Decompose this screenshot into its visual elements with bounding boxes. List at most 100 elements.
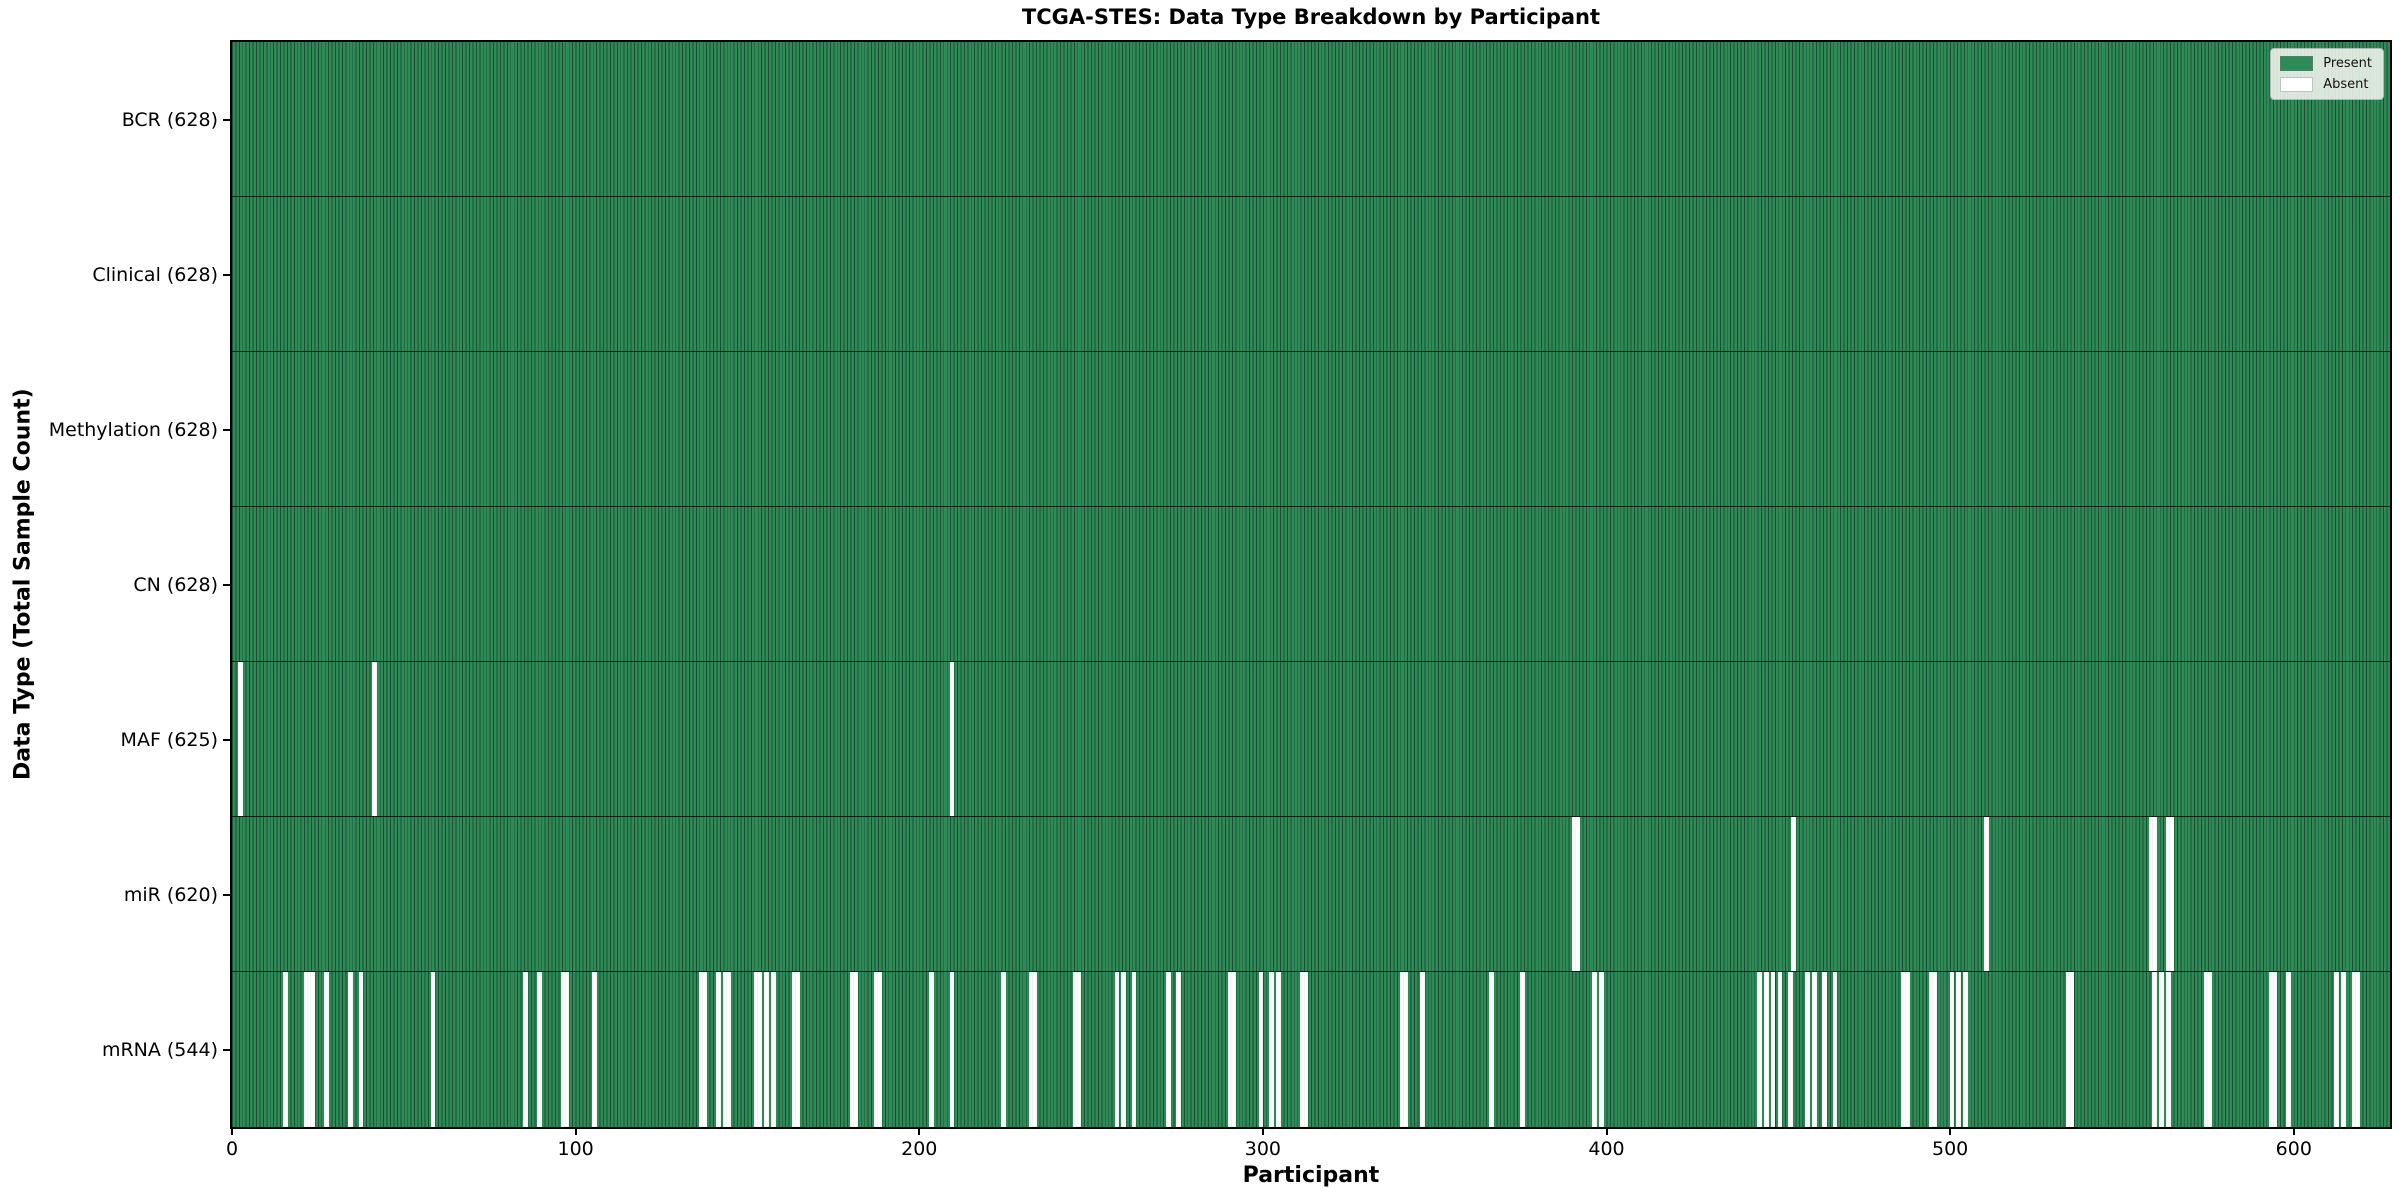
absent-gap bbox=[1757, 972, 1762, 1127]
y-tick bbox=[223, 428, 230, 431]
absent-gap bbox=[1832, 972, 1838, 1127]
absent-gap bbox=[523, 972, 529, 1127]
y-tick-label: Clinical (628) bbox=[92, 263, 218, 286]
absent-gap bbox=[1420, 972, 1425, 1127]
absent-gap bbox=[726, 972, 731, 1127]
absent-gap bbox=[1770, 972, 1776, 1127]
absent-gap bbox=[2148, 817, 2154, 972]
absent-gap bbox=[715, 972, 721, 1127]
absent-gap bbox=[1763, 972, 1769, 1127]
absent-gap bbox=[2069, 972, 2075, 1127]
absent-gap bbox=[2166, 972, 2171, 1127]
x-tick bbox=[2292, 1127, 2295, 1135]
absent-gap bbox=[2207, 972, 2212, 1127]
absent-gap bbox=[1963, 972, 1968, 1127]
absent-gap bbox=[1032, 972, 1037, 1127]
absent-gap bbox=[764, 972, 769, 1127]
y-tick-label: miR (620) bbox=[123, 883, 218, 906]
absent-gap bbox=[2166, 817, 2171, 972]
absent-gap bbox=[722, 972, 728, 1127]
row-band-Clinical bbox=[232, 196, 2390, 352]
absent-gap bbox=[794, 972, 800, 1127]
x-tick bbox=[574, 1127, 577, 1135]
absent-gap bbox=[358, 972, 364, 1127]
absent-gap bbox=[1176, 972, 1181, 1127]
absent-gap bbox=[702, 972, 707, 1127]
absent-gap bbox=[1949, 972, 1955, 1127]
absent-gap bbox=[1028, 972, 1034, 1127]
y-tick-label: mRNA (544) bbox=[101, 1038, 218, 1061]
absent-gap bbox=[1166, 972, 1171, 1127]
y-tick-label: MAF (625) bbox=[120, 728, 218, 751]
absent-gap bbox=[2272, 972, 2278, 1127]
absent-gap bbox=[753, 972, 759, 1127]
legend-item-absent: Absent bbox=[2280, 77, 2372, 92]
chart-title: TCGA-STES: Data Type Breakdown by Partic… bbox=[1021, 5, 1601, 29]
x-tick bbox=[231, 1127, 233, 1135]
absent-gap bbox=[2066, 972, 2071, 1127]
absent-gap bbox=[1227, 972, 1233, 1127]
y-tick-label: Methylation (628) bbox=[48, 418, 218, 441]
absent-gap bbox=[1956, 972, 1962, 1127]
absent-gap bbox=[1276, 972, 1281, 1127]
absent-gap bbox=[1001, 972, 1006, 1127]
absent-gap bbox=[1076, 972, 1082, 1127]
y-tick bbox=[223, 273, 230, 276]
x-tick-label: 500 bbox=[1932, 1138, 1969, 1160]
absent-gap bbox=[1928, 972, 1934, 1127]
absent-gap bbox=[2351, 972, 2357, 1127]
absent-gap bbox=[2203, 972, 2209, 1127]
absent-gap bbox=[310, 972, 316, 1127]
absent-gap bbox=[1520, 972, 1525, 1127]
x-tick bbox=[1605, 1127, 1608, 1135]
absent-gap bbox=[949, 972, 955, 1127]
absent-gap bbox=[2355, 972, 2360, 1127]
y-tick-label: CN (628) bbox=[133, 573, 218, 596]
absent-gap bbox=[1901, 972, 1907, 1127]
row-band-BCR bbox=[232, 42, 2390, 197]
absent-gap bbox=[698, 972, 704, 1127]
legend: Present Absent bbox=[2270, 48, 2384, 100]
absent-gap bbox=[564, 972, 570, 1127]
y-tick bbox=[223, 118, 230, 121]
absent-gap bbox=[2286, 972, 2291, 1127]
absent-gap bbox=[537, 972, 542, 1127]
x-tick bbox=[918, 1127, 921, 1135]
y-tick bbox=[223, 1048, 230, 1051]
legend-label-absent: Absent bbox=[2323, 77, 2369, 92]
absent-gap bbox=[2152, 972, 2157, 1127]
absent-gap bbox=[2169, 817, 2175, 972]
x-axis-label: Participant bbox=[1242, 1163, 1380, 1188]
legend-item-present: Present bbox=[2280, 56, 2372, 71]
legend-label-present: Present bbox=[2323, 56, 2372, 71]
absent-gap bbox=[1131, 972, 1137, 1127]
absent-gap bbox=[1904, 972, 1910, 1127]
absent-gap bbox=[2152, 817, 2157, 972]
x-tick bbox=[1261, 1127, 1264, 1135]
absent-gap bbox=[757, 972, 762, 1127]
x-tick bbox=[1949, 1127, 1952, 1135]
absent-gap bbox=[1258, 972, 1264, 1127]
absent-gap bbox=[877, 972, 883, 1127]
absent-gap bbox=[770, 972, 776, 1127]
x-tick-label: 300 bbox=[1244, 1138, 1282, 1160]
absent-gap bbox=[2334, 972, 2340, 1127]
x-tick-label: 600 bbox=[2275, 1138, 2312, 1160]
absent-gap bbox=[853, 972, 858, 1127]
plot-area: Present Absent bbox=[230, 40, 2392, 1129]
absent-gap bbox=[303, 972, 309, 1127]
absent-gap bbox=[238, 662, 243, 817]
absent-gap bbox=[430, 972, 436, 1127]
absent-gap bbox=[1791, 817, 1797, 972]
y-tick-label: BCR (628) bbox=[121, 108, 218, 131]
absent-gap bbox=[372, 662, 377, 817]
absent-gap bbox=[2159, 972, 2164, 1127]
absent-gap bbox=[949, 662, 955, 817]
absent-gap bbox=[1114, 972, 1120, 1127]
row-band-CN bbox=[232, 506, 2390, 662]
absent-gap bbox=[348, 972, 353, 1127]
absent-gap bbox=[1073, 972, 1078, 1127]
absent-gap bbox=[791, 972, 797, 1127]
absent-gap bbox=[324, 972, 329, 1127]
